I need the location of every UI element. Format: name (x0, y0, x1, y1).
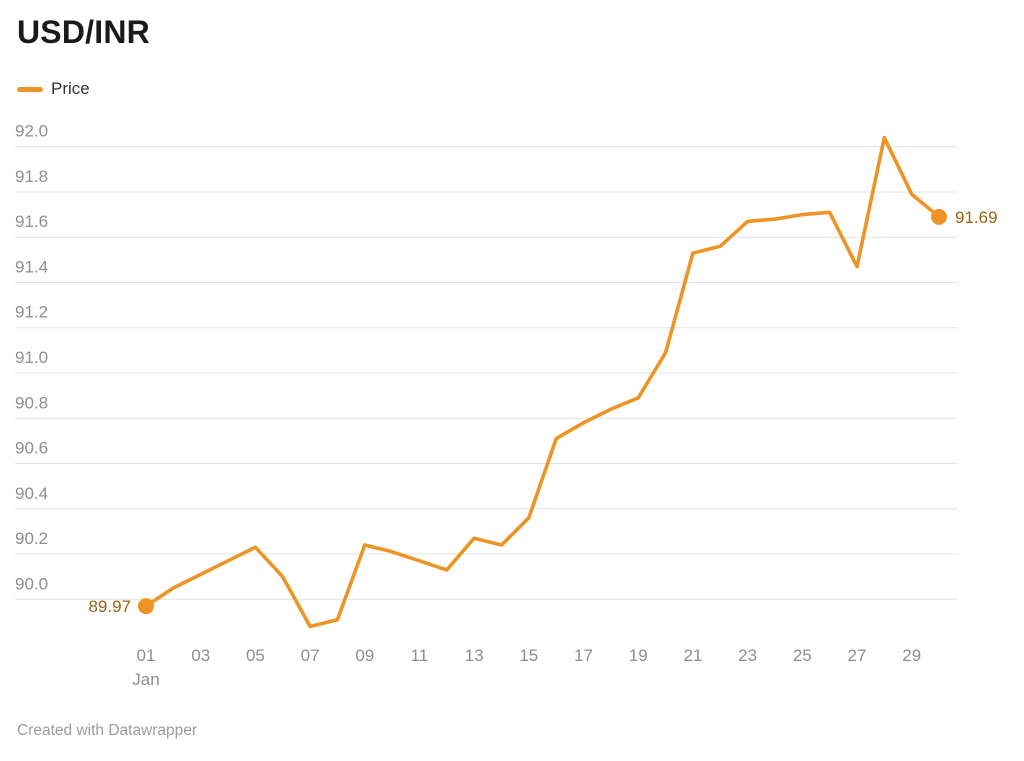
y-tick-label: 91.4 (15, 258, 48, 277)
x-tick-label: 17 (574, 646, 593, 665)
x-tick-label: 09 (355, 646, 374, 665)
x-tick-label: 25 (793, 646, 812, 665)
x-tick-label: 23 (738, 646, 757, 665)
y-tick-label: 91.6 (15, 212, 48, 231)
y-tick-label: 90.0 (15, 574, 48, 593)
x-tick-label: 21 (683, 646, 702, 665)
y-tick-label: 90.6 (15, 439, 48, 458)
y-tick-label: 90.4 (15, 484, 48, 503)
start-point-marker (138, 598, 154, 615)
x-tick-label: 15 (519, 646, 538, 665)
legend: Price (17, 78, 90, 100)
x-tick-label: 29 (902, 646, 921, 665)
price-line (144, 135, 941, 629)
x-tick-label: 11 (411, 646, 429, 665)
x-tick-label: 19 (629, 646, 648, 665)
y-tick-label: 90.2 (15, 529, 48, 548)
attribution: Created with Datawrapper (17, 722, 198, 739)
y-tick-label: 92.0 (15, 122, 48, 141)
y-tick-label: 90.8 (15, 393, 48, 412)
price-line-chart: 92.0 91.8 91.6 91.4 91.2 91.0 90.8 90.6 90.4 90.2… (15, 122, 998, 689)
x-tick-label: 03 (191, 646, 210, 665)
legend-line-swatch (17, 86, 43, 92)
y-tick-label: 91.2 (15, 303, 48, 322)
legend-label: Price (51, 79, 90, 98)
y-tick-label: 91.0 (15, 348, 48, 367)
y-tick-label: 91.8 (15, 167, 48, 186)
x-tick-label: 07 (301, 646, 320, 665)
x-tick-label: 01 (137, 646, 156, 665)
start-value-label: 89.97 (88, 597, 131, 616)
chart-title: USD/INR (17, 14, 150, 50)
end-value-label: 91.69 (955, 208, 998, 227)
x-tick-label: 27 (848, 646, 867, 665)
x-month-label: Jan (132, 670, 159, 689)
end-point-marker (931, 208, 947, 225)
x-tick-label: 13 (465, 646, 484, 665)
x-tick-label: 05 (246, 646, 265, 665)
